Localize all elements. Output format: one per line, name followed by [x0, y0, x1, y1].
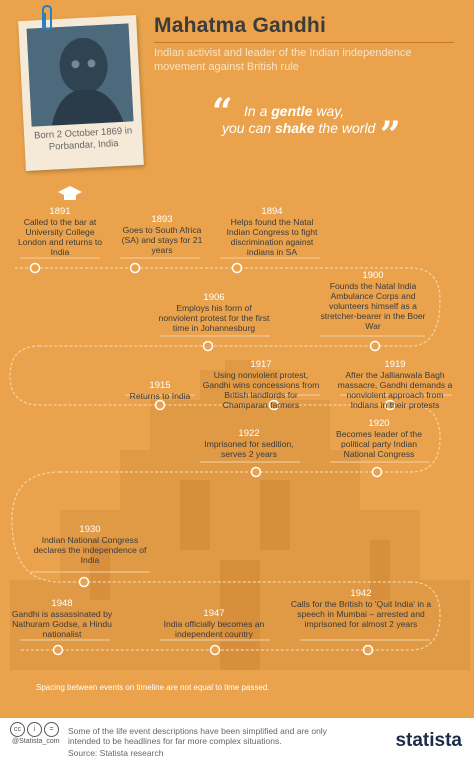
quote-close-icon: ” — [380, 114, 401, 156]
born-caption: Born 2 October 1869 in Porbandar, India — [33, 125, 133, 153]
event-1919: 1919 After the Jallianwala Bagh massacre,… — [337, 359, 453, 410]
event-1900: 1900 Founds the Natal India Ambulance Cor… — [320, 270, 426, 331]
equals-icon: = — [44, 722, 59, 737]
timeline-dot-1930 — [78, 576, 90, 588]
event-1893: 1893 Goes to South Africa (SA) and stays … — [121, 214, 203, 255]
timeline-dot-1942 — [362, 644, 374, 656]
timeline-dot-1922 — [250, 466, 262, 478]
disclaimer: Some of the life event descriptions have… — [68, 726, 327, 746]
timeline-path — [9, 186, 452, 656]
timeline-note: Spacing between events on timeline are n… — [36, 683, 270, 692]
timeline-dot-1891 — [29, 262, 41, 274]
footer: cc i = @Statista_com Some of the life ev… — [0, 718, 474, 768]
timeline-dot-1915 — [154, 399, 166, 411]
temple-silhouette — [10, 360, 470, 670]
timeline-dot-1906 — [202, 340, 214, 352]
timeline-dot-1919 — [384, 399, 396, 411]
license-icons[interactable]: cc i = — [10, 722, 59, 737]
timeline-dot-1947 — [209, 644, 221, 656]
graduation-cap-icon — [58, 186, 82, 200]
timeline-dot-1894 — [231, 262, 243, 274]
page-subtitle: Indian activist and leader of the Indian… — [154, 47, 412, 73]
timeline-dot-1920 — [371, 466, 383, 478]
event-1920: 1920 Becomes leader of the political part… — [336, 418, 422, 459]
source: Source: Statista research — [68, 748, 164, 758]
timeline-dot-1893 — [129, 262, 141, 274]
event-1894: 1894 Helps found the Natal Indian Congres… — [226, 206, 318, 257]
event-1915: 1915 Returns to India — [129, 380, 191, 401]
event-1906: 1906 Employs his form of nonviolent prote… — [158, 292, 270, 333]
page-title: Mahatma Gandhi — [154, 14, 326, 37]
portrait-card: Born 2 October 1869 in Porbandar, India — [18, 15, 144, 171]
gandhi-quote: In a gentle way, you can shake the world — [222, 103, 376, 136]
timeline-dot-1917 — [268, 399, 280, 411]
statista-logo[interactable]: statista — [395, 730, 462, 751]
statista-credit[interactable]: @Statista_com — [12, 738, 60, 745]
gandhi-portrait — [26, 23, 134, 127]
cc-icon: cc — [10, 722, 25, 737]
title-divider — [154, 42, 454, 43]
event-1930: 1930 Indian National Congress declares th… — [33, 524, 147, 565]
event-1891: 1891 Called to the bar at University Coll… — [17, 206, 103, 257]
timeline-dot-1948 — [52, 644, 64, 656]
paperclip-icon — [42, 4, 52, 31]
event-1947: 1947 India officially becomes an independ… — [163, 608, 265, 639]
by-icon: i — [27, 722, 42, 737]
event-1922: 1922 Imprisoned for sedition, serves 2 ye… — [204, 428, 294, 459]
timeline-dot-1900 — [369, 340, 381, 352]
event-1917: 1917 Using nonviolent protest, Gandhi win… — [202, 359, 320, 410]
quote-open-icon: “ — [212, 91, 233, 133]
event-1942: 1942 Calls for the British to 'Quit India… — [290, 588, 432, 629]
event-1948: 1948 Gandhi is assassinated by Nathuram G… — [11, 598, 113, 639]
